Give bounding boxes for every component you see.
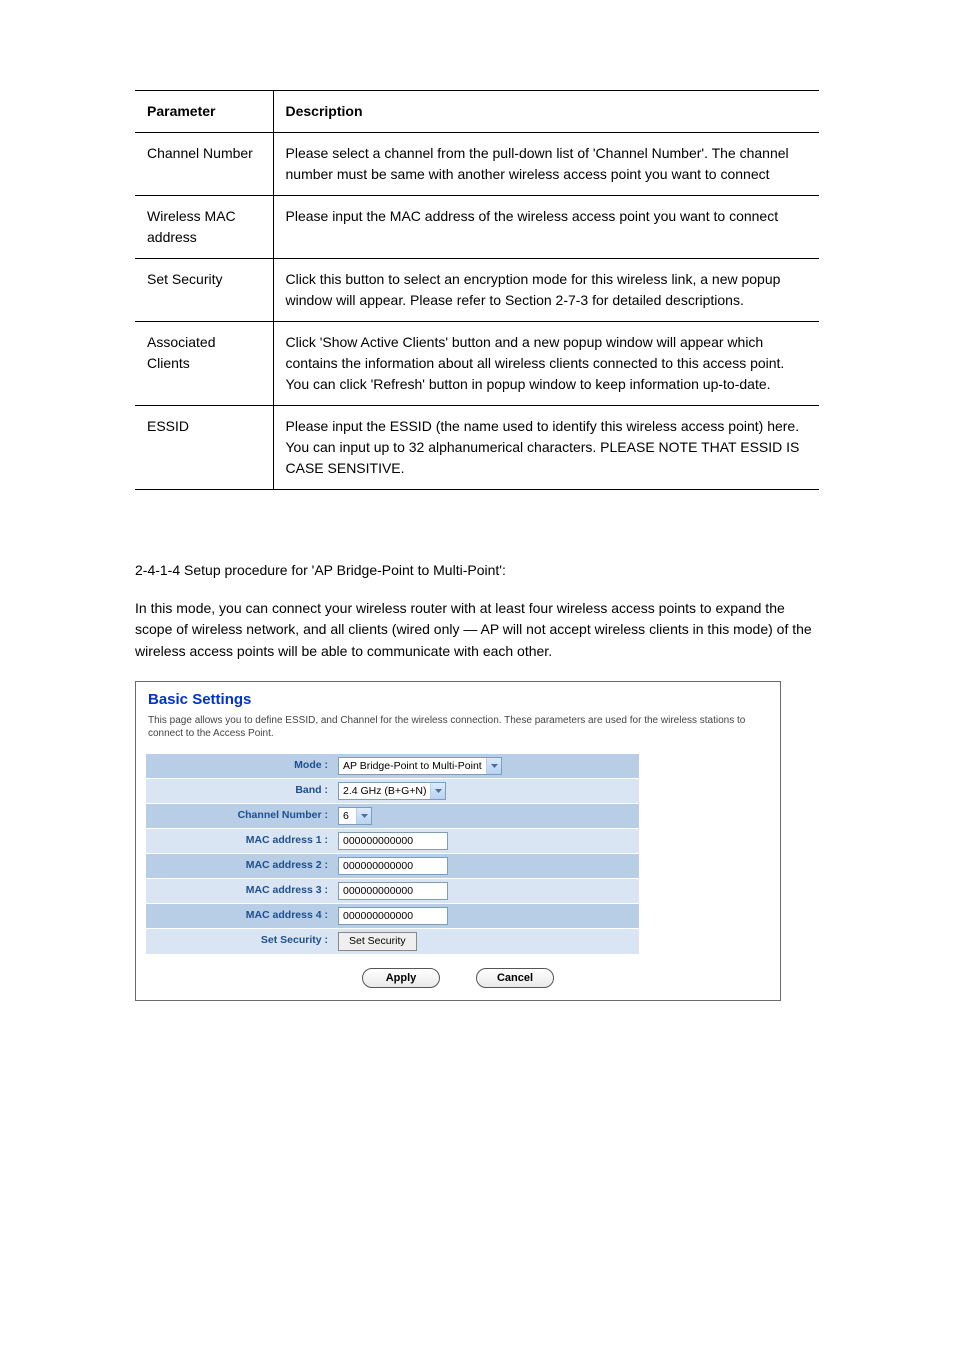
param-desc: Click 'Show Active Clients' button and a… (273, 322, 819, 406)
intro-heading: 2-4-1-4 Setup procedure for 'AP Bridge-P… (135, 560, 819, 582)
basic-settings-panel: Basic Settings This page allows you to d… (135, 681, 781, 1001)
select-mode-[interactable]: AP Bridge-Point to Multi-Point (338, 757, 502, 775)
input-mac-address-1-[interactable] (338, 832, 448, 850)
cancel-button[interactable]: Cancel (476, 968, 554, 988)
form-label: MAC address 4 : (146, 904, 334, 928)
parameter-table: Parameter Description Channel Number Ple… (135, 90, 819, 490)
chevron-down-icon (486, 758, 501, 774)
panel-desc: This page allows you to define ESSID, an… (146, 714, 770, 753)
chevron-down-icon (356, 808, 371, 824)
param-desc: Please input the ESSID (the name used to… (273, 406, 819, 490)
param-desc: Please input the MAC address of the wire… (273, 196, 819, 259)
input-mac-address-2-[interactable] (338, 857, 448, 875)
form-label: Channel Number : (146, 804, 334, 828)
param-label: Associated Clients (135, 322, 273, 406)
chevron-down-icon (430, 783, 445, 799)
input-mac-address-4-[interactable] (338, 907, 448, 925)
form-label: MAC address 1 : (146, 829, 334, 853)
panel-title: Basic Settings (146, 687, 770, 714)
section-intro: 2-4-1-4 Setup procedure for 'AP Bridge-P… (135, 560, 819, 663)
set-security-button[interactable]: Set Security (338, 932, 417, 951)
param-label: Set Security (135, 259, 273, 322)
param-desc: Click this button to select an encryptio… (273, 259, 819, 322)
form-label: MAC address 2 : (146, 854, 334, 878)
intro-body: In this mode, you can connect your wirel… (135, 598, 819, 663)
form-label: Mode : (146, 754, 334, 778)
param-label: ESSID (135, 406, 273, 490)
form-label: Set Security : (146, 929, 334, 954)
form-label: Band : (146, 779, 334, 803)
form-label: MAC address 3 : (146, 879, 334, 903)
param-header-left: Parameter (135, 91, 273, 133)
apply-button[interactable]: Apply (362, 968, 440, 988)
param-label: Channel Number (135, 133, 273, 196)
param-desc: Please select a channel from the pull-do… (273, 133, 819, 196)
select-channel-number-[interactable]: 6 (338, 807, 372, 825)
input-mac-address-3-[interactable] (338, 882, 448, 900)
param-header-right: Description (273, 91, 819, 133)
select-band-[interactable]: 2.4 GHz (B+G+N) (338, 782, 446, 800)
param-label: Wireless MAC address (135, 196, 273, 259)
